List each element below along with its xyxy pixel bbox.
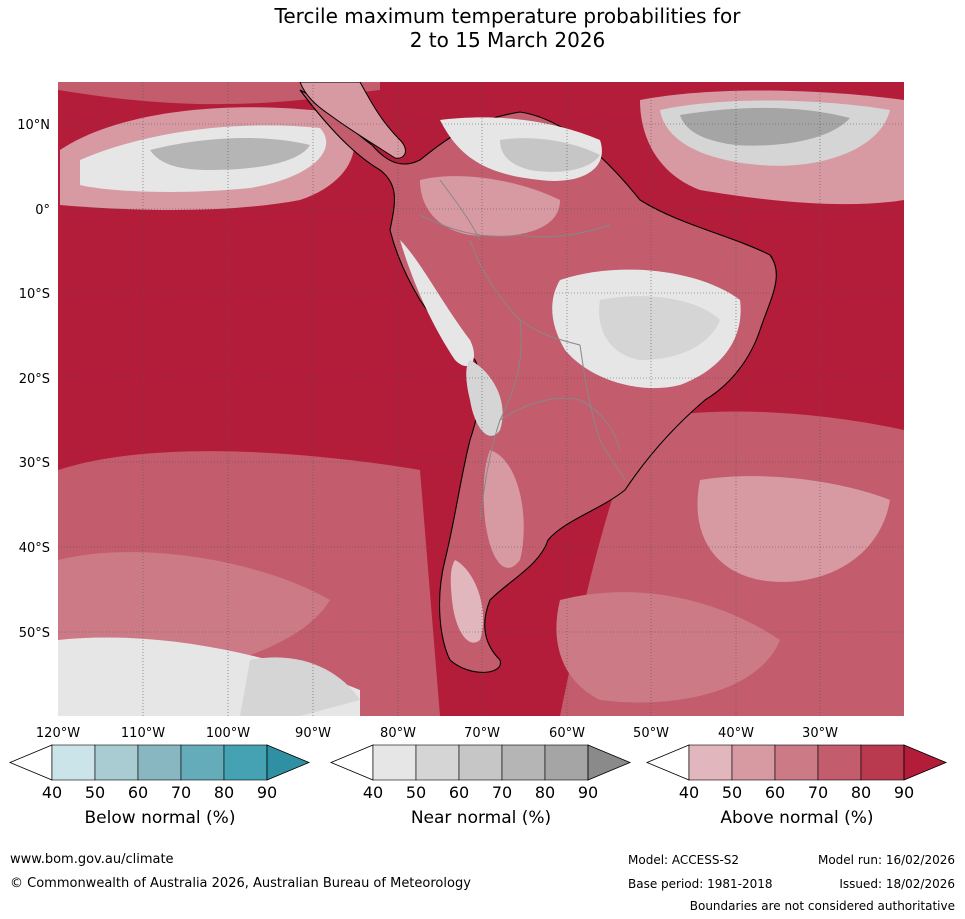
colorbar-tick-label: 80 <box>851 783 871 802</box>
lat-label: 30°S <box>19 456 50 471</box>
map-title: Tercile maximum temperature probabilitie… <box>0 4 965 52</box>
lat-label: 10°N <box>17 118 50 133</box>
colorbar-near: 40 50 60 70 80 90 <box>329 744 632 802</box>
colorbar-tick-label: 70 <box>492 783 512 802</box>
colorbar-extend-high <box>266 744 311 781</box>
title-line-1: Tercile maximum temperature probabilitie… <box>274 4 741 28</box>
title-line-2: 2 to 15 March 2026 <box>409 28 606 52</box>
colorbar-title-above: Above normal (%) <box>720 808 874 828</box>
central-america-land <box>299 82 406 159</box>
lon-label: 70°W <box>464 726 500 741</box>
colorbar-segment <box>94 744 139 781</box>
graticule <box>58 82 904 716</box>
colorbar-extend-low <box>645 744 690 781</box>
colorbar-tick-label: 70 <box>171 783 191 802</box>
lon-label: 50°W <box>633 726 669 741</box>
footer-base-period: Base period: 1981-2018 <box>628 877 773 891</box>
colorbar-segment <box>180 744 225 781</box>
colorbar-extend-high <box>903 744 948 781</box>
lon-label: 30°W <box>802 726 838 741</box>
lon-label: 90°W <box>295 726 331 741</box>
lat-labels: 10°N 0° 10°S 20°S 30°S 40°S 50°S <box>17 118 50 641</box>
colorbar-tick-label: 50 <box>406 783 426 802</box>
colorbar-below: 40 50 60 70 80 90 <box>8 744 311 802</box>
lat-label: 10°S <box>19 287 50 302</box>
colorbar-above: 40 50 60 70 80 90 <box>645 744 948 802</box>
colorbar-tick-label: 90 <box>894 783 914 802</box>
colorbar-tick-label: 90 <box>257 783 277 802</box>
lon-label: 60°W <box>549 726 585 741</box>
colorbar-tick-label: 40 <box>363 783 383 802</box>
colorbar-extend-low <box>329 744 374 781</box>
colorbar-tick-label: 50 <box>85 783 105 802</box>
colorbar-tick-label: 80 <box>535 783 555 802</box>
lat-label: 20°S <box>19 372 50 387</box>
colorbar-tick-label: 60 <box>765 783 785 802</box>
colorbar-segment <box>501 744 546 781</box>
colorbar-tick-label: 70 <box>808 783 828 802</box>
footer-model: Model: ACCESS-S2 <box>628 853 740 867</box>
lat-label: 40°S <box>19 541 50 556</box>
colorbar-segment <box>817 744 862 781</box>
colorbar-segment <box>860 744 905 781</box>
colorbar-segment <box>223 744 268 781</box>
lat-label: 50°S <box>19 626 50 641</box>
lon-label: 120°W <box>36 726 80 741</box>
footer-model-run: Model run: 16/02/2026 <box>817 853 955 867</box>
continent <box>299 89 777 673</box>
lon-label: 40°W <box>718 726 754 741</box>
colorbar-title-near: Near normal (%) <box>410 808 552 828</box>
colorbar-tick-label: 90 <box>578 783 598 802</box>
footer-copyright: © Commonwealth of Australia 2026, Austra… <box>10 876 471 891</box>
colorbar-title-below: Below normal (%) <box>84 808 236 828</box>
colorbar-segment <box>51 744 96 781</box>
colorbar-segment <box>372 744 417 781</box>
colorbar-segment <box>137 744 182 781</box>
colorbar-tick-label: 40 <box>42 783 62 802</box>
colorbars: 40 50 60 70 80 90 40 50 60 70 80 90 40 50 60 70 80 90 <box>8 744 948 802</box>
colorbar-extend-high <box>587 744 632 781</box>
colorbar-tick-label: 60 <box>128 783 148 802</box>
footer-url: www.bom.gov.au/climate <box>10 852 174 867</box>
footer-disclaimer: Boundaries are not considered authoritat… <box>689 899 955 913</box>
map-panel <box>58 82 904 716</box>
colorbar-segment <box>544 744 589 781</box>
ocean-probability-patches <box>58 82 904 716</box>
footer-issued: Issued: 18/02/2026 <box>839 877 955 891</box>
lon-labels: 120°W 110°W 100°W 90°W 80°W 70°W 60°W 50… <box>36 726 838 741</box>
colorbar-segment <box>774 744 819 781</box>
colorbar-extend-low <box>8 744 53 781</box>
colorbar-tick-label: 40 <box>679 783 699 802</box>
lon-label: 110°W <box>121 726 165 741</box>
lon-label: 80°W <box>380 726 416 741</box>
colorbar-segment <box>688 744 733 781</box>
lat-label: 0° <box>35 203 50 218</box>
colorbar-segment <box>731 744 776 781</box>
colorbar-tick-label: 50 <box>722 783 742 802</box>
colorbar-tick-label: 80 <box>214 783 234 802</box>
colorbar-segment <box>458 744 503 781</box>
lon-label: 100°W <box>206 726 250 741</box>
country-borders <box>419 179 626 521</box>
colorbar-tick-label: 60 <box>449 783 469 802</box>
colorbar-segment <box>415 744 460 781</box>
